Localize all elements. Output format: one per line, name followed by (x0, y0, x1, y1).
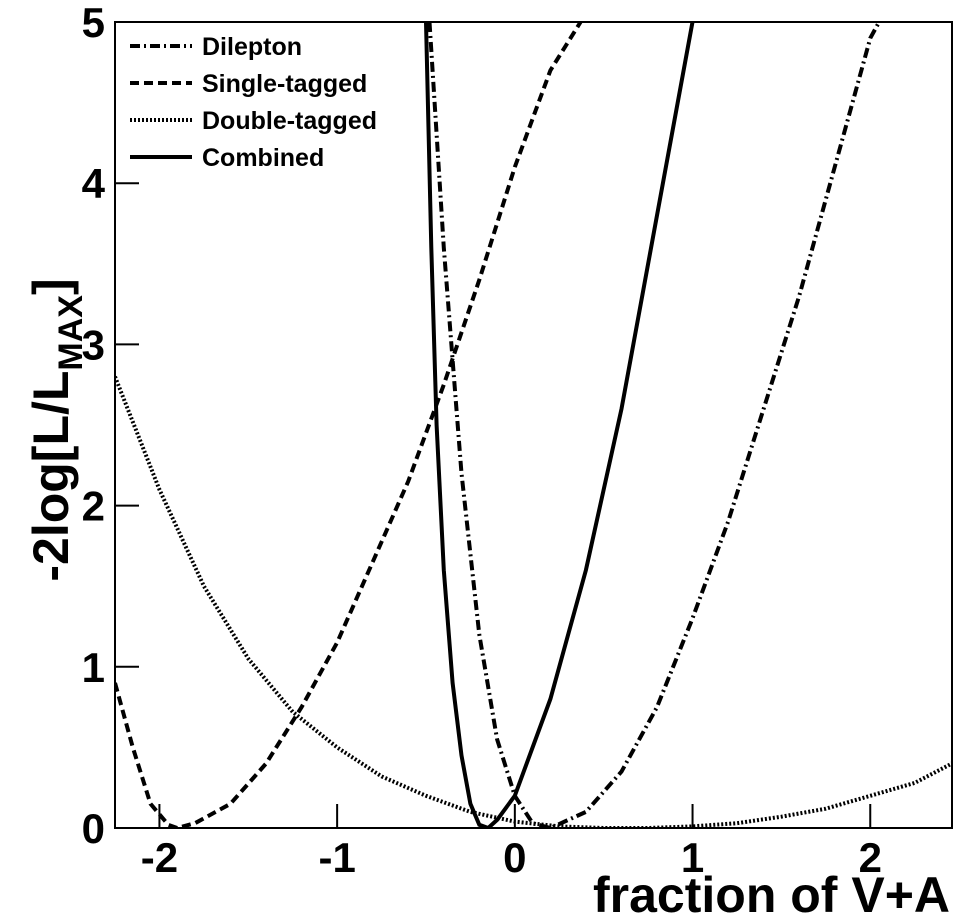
series-line (115, 375, 952, 828)
series-line (115, 22, 583, 828)
plot-frame (114, 21, 953, 829)
x-tick-label: 0 (503, 834, 526, 881)
legend-label: Dilepton (202, 33, 302, 61)
y-label-sub: MAX (52, 295, 90, 371)
y-tick-label: 0 (82, 805, 105, 852)
y-axis-label: -2log[L/LMAX] (23, 278, 90, 581)
legend-label: Combined (202, 144, 324, 172)
series-line (427, 22, 881, 828)
y-label-end: ] (23, 278, 79, 295)
y-tick-label: 5 (82, 0, 105, 46)
y-tick-label: 4 (82, 160, 106, 207)
y-tick-label: 2 (82, 483, 105, 530)
y-tick-label: 1 (82, 644, 105, 691)
legend-label: Double-tagged (202, 107, 377, 135)
x-tick-label: -1 (318, 834, 355, 881)
y-label-main: -2log[L/L (23, 371, 79, 582)
x-tick-label: -2 (141, 834, 178, 881)
series-line (424, 22, 695, 828)
x-tick-label: 2 (859, 834, 882, 881)
x-tick-label: 1 (681, 834, 704, 881)
legend-label: Single-tagged (202, 70, 367, 98)
x-axis-label: fraction of V+A (593, 867, 950, 923)
y-tick-label: 3 (82, 321, 105, 368)
